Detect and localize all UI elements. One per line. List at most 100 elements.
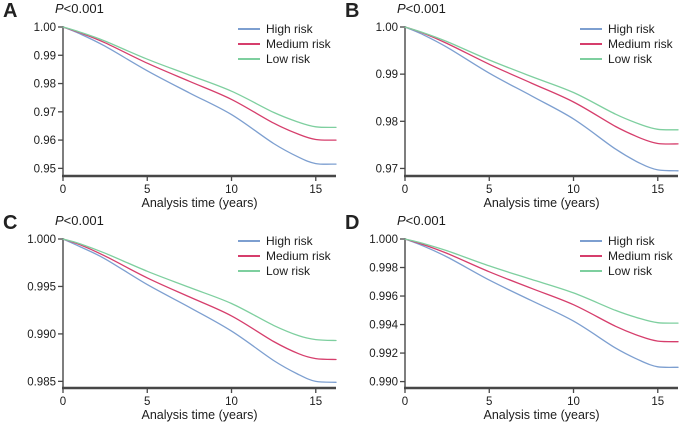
panel-d: 1.000 0.998 0.996 0.994 0.992 0.990 0 5 10 15 Anal… xyxy=(342,212,685,424)
y-tick-label: 0.98 xyxy=(376,116,398,128)
x-tick-label: 0 xyxy=(60,184,66,196)
p-value-stat: P xyxy=(55,1,64,16)
legend: High risk Medium risk Low risk xyxy=(580,21,673,66)
legend-item-high-risk: High risk xyxy=(238,233,331,248)
legend-label: Low risk xyxy=(266,263,311,278)
series-low-risk-line xyxy=(404,238,679,324)
legend-line-swatch-icon xyxy=(238,254,260,257)
x-tick-label: 5 xyxy=(144,396,150,408)
series-medium-risk-line xyxy=(62,238,337,361)
panel-letter-a: A xyxy=(3,0,18,22)
x-tick-label: 15 xyxy=(309,184,322,196)
legend-line-swatch-icon xyxy=(580,239,602,242)
x-tick-label: 10 xyxy=(225,184,238,196)
legend-label: Low risk xyxy=(608,51,653,66)
survival-plot-b: 1.00 0.99 0.98 0.97 0 5 10 15 Analysis time (yea… xyxy=(376,22,679,210)
y-tick-label: 0.96 xyxy=(34,135,56,147)
y-tick-label: 0.98 xyxy=(34,79,56,91)
legend: High risk Medium risk Low risk xyxy=(580,233,673,278)
legend-line-swatch-icon xyxy=(238,239,260,242)
y-tick-label: 1.000 xyxy=(27,234,56,246)
legend-item-high-risk: High risk xyxy=(580,233,673,248)
series-high-risk-line xyxy=(404,26,679,172)
y-tick-label: 0.994 xyxy=(369,320,398,332)
series-low-risk-line xyxy=(62,26,337,129)
x-tick-label: 10 xyxy=(567,184,580,196)
x-axis-title: Analysis time (years) xyxy=(142,408,258,422)
x-tick-label: 15 xyxy=(309,396,322,408)
legend-item-high-risk: High risk xyxy=(580,21,673,36)
legend-item-medium-risk: Medium risk xyxy=(580,36,673,51)
series-high-risk-line xyxy=(62,26,337,165)
x-axis-title: Analysis time (years) xyxy=(484,196,600,210)
legend-line-swatch-icon xyxy=(580,254,602,257)
series-high-risk-line xyxy=(62,238,337,383)
y-tick-label: 0.97 xyxy=(34,107,56,119)
legend-line-swatch-icon xyxy=(580,27,602,30)
x-tick-label: 5 xyxy=(486,184,492,196)
legend-label: High risk xyxy=(608,21,655,36)
series-medium-risk-line xyxy=(404,238,679,343)
y-tick-label: 0.990 xyxy=(369,377,398,389)
legend-item-low-risk: Low risk xyxy=(238,51,331,66)
y-tick-label: 0.985 xyxy=(27,376,56,388)
legend-item-medium-risk: Medium risk xyxy=(580,248,673,263)
y-tick-label: 0.996 xyxy=(369,291,398,303)
y-tick-label: 0.97 xyxy=(376,163,398,175)
y-tick-label: 1.000 xyxy=(369,234,398,246)
legend-label: Medium risk xyxy=(608,36,673,51)
legend-label: Medium risk xyxy=(266,248,331,263)
legend-line-swatch-icon xyxy=(238,57,260,60)
y-tick-label: 0.992 xyxy=(369,348,398,360)
panel-letter-c: C xyxy=(3,212,18,234)
legend-label: Low risk xyxy=(266,51,311,66)
series-medium-risk-line xyxy=(62,26,337,141)
series-medium-risk-line xyxy=(404,26,679,145)
legend-line-swatch-icon xyxy=(580,42,602,45)
legend-line-swatch-icon xyxy=(580,269,602,272)
legend-item-low-risk: Low risk xyxy=(238,263,331,278)
x-tick-label: 0 xyxy=(60,396,66,408)
series-low-risk-line xyxy=(404,26,679,131)
survival-plot-d: 1.000 0.998 0.996 0.994 0.992 0.990 0 5 10 15 Anal… xyxy=(369,234,679,422)
panel-letter-d: D xyxy=(345,212,360,234)
legend-line-swatch-icon xyxy=(238,42,260,45)
legend-line-swatch-icon xyxy=(580,57,602,60)
x-tick-label: 5 xyxy=(144,184,150,196)
p-value-label: P<0.001 xyxy=(397,1,446,17)
y-tick-label: 1.00 xyxy=(376,22,398,34)
y-tick-label: 1.00 xyxy=(34,22,56,34)
legend-item-medium-risk: Medium risk xyxy=(238,248,331,263)
series-high-risk-line xyxy=(404,238,679,369)
legend-label: High risk xyxy=(266,233,313,248)
p-value-rest: <0.001 xyxy=(405,1,446,16)
legend-item-low-risk: Low risk xyxy=(580,263,673,278)
legend-label: Medium risk xyxy=(608,248,673,263)
x-tick-label: 10 xyxy=(567,396,580,408)
x-tick-label: 0 xyxy=(402,184,408,196)
y-tick-label: 0.995 xyxy=(27,281,56,293)
x-tick-label: 15 xyxy=(651,184,664,196)
y-tick-label: 0.99 xyxy=(376,69,398,81)
legend-line-swatch-icon xyxy=(238,27,260,30)
legend-label: High risk xyxy=(266,21,313,36)
p-value-rest: <0.001 xyxy=(63,1,104,16)
p-value-rest: <0.001 xyxy=(63,213,104,228)
legend-label: High risk xyxy=(608,233,655,248)
legend-label: Medium risk xyxy=(266,36,331,51)
p-value-stat: P xyxy=(397,1,406,16)
y-tick-label: 0.95 xyxy=(34,163,56,175)
x-axis-title: Analysis time (years) xyxy=(484,408,600,422)
survival-plot-c: 1.000 0.995 0.990 0.985 0 5 10 15 Analysis time … xyxy=(27,234,337,422)
legend: High risk Medium risk Low risk xyxy=(238,233,331,278)
legend-item-low-risk: Low risk xyxy=(580,51,673,66)
legend: High risk Medium risk Low risk xyxy=(238,21,331,66)
panel-b: 1.00 0.99 0.98 0.97 0 5 10 15 Analysis time (yea… xyxy=(342,0,685,212)
y-tick-label: 0.998 xyxy=(369,263,398,275)
survival-plot-a: 1.00 0.99 0.98 0.97 0.96 0.95 0 5 10 15 Analysis t… xyxy=(34,22,337,210)
y-tick-label: 0.99 xyxy=(34,50,56,62)
p-value-stat: P xyxy=(397,213,406,228)
legend-line-swatch-icon xyxy=(238,269,260,272)
panel-c: 1.000 0.995 0.990 0.985 0 5 10 15 Analysis time … xyxy=(0,212,343,424)
